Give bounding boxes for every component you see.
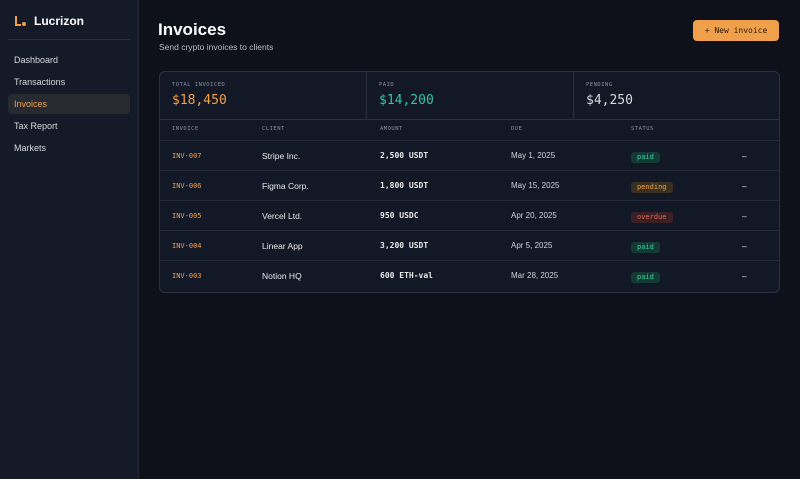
stat-box: PENDING $4,250 [574,72,779,120]
column-header: DUE [511,126,523,132]
row-action[interactable]: – [742,181,747,191]
row-action[interactable]: – [742,211,747,221]
status-pill: pending [631,182,673,193]
status-pill: paid [631,272,660,283]
invoice-row[interactable]: INV-005 Vercel Ltd. 950 USDC Apr 20, 2025 ov… [160,200,779,231]
stat-value: $14,200 [379,93,434,108]
status-pill: paid [631,152,660,163]
nav-item[interactable]: Transactions [14,77,66,87]
logo [15,16,26,26]
amount: 600 ETH-val [380,271,433,280]
invoice-id: INV-003 [172,272,202,280]
row-action[interactable]: – [742,241,747,251]
invoice-id: INV-004 [172,242,202,250]
status-cell: paid [631,261,660,291]
column-header: STATUS [631,126,654,132]
client: Notion HQ [262,271,302,281]
due-date: Apr 20, 2025 [511,211,557,220]
client: Linear App [262,241,303,251]
new-invoice-button[interactable]: + New invoice [693,20,779,41]
brand: Lucrizon [14,12,84,30]
invoice-id: INV-006 [172,182,202,190]
nav-item[interactable]: Dashboard [14,55,59,65]
invoice-row[interactable]: INV-004 Linear App 3,200 USDT Apr 5, 2025 pa… [160,230,779,261]
invoice-card: TOTAL INVOICED $18,450 PAID $14,200 PENDING $… [159,71,780,293]
invoice-row[interactable]: INV-003 Notion HQ 600 ETH-val Mar 28, 2025 p… [160,260,779,291]
stat-value: $4,250 [586,93,633,108]
invoice-row[interactable]: INV-007 Stripe Inc. 2,500 USDT May 1, 2025 p… [160,140,779,171]
amount: 1,800 USDT [380,181,429,190]
column-header: CLIENT [262,126,285,132]
nav-item[interactable]: Tax Report [14,121,58,131]
column-header: INVOICE [172,126,199,132]
sidebar: Lucrizon Dashboard Transactions Invoices… [0,0,139,479]
due-date: Apr 5, 2025 [511,241,553,250]
status-cell: paid [631,141,660,171]
amount: 2,500 USDT [380,151,429,160]
page-title: Invoices [158,20,227,39]
due-date: Mar 28, 2025 [511,271,559,280]
stat-value: $18,450 [172,93,227,108]
status-cell: overdue [631,201,673,231]
row-action[interactable]: – [742,271,747,281]
page-subtitle: Send crypto invoices to clients [159,42,274,52]
due-date: May 1, 2025 [511,151,556,160]
invoice-id: INV-007 [172,152,202,160]
invoice-id: INV-005 [172,212,202,220]
client: Vercel Ltd. [262,211,303,221]
amount: 3,200 USDT [380,241,429,250]
row-action[interactable]: – [742,151,747,161]
status-pill: paid [631,242,660,253]
stat-label: PENDING [586,82,613,88]
status-cell: pending [631,171,673,201]
amount: 950 USDC [380,211,419,220]
invoice-row[interactable]: INV-006 Figma Corp. 1,800 USDT May 15, 2025… [160,170,779,201]
status-cell: paid [631,231,660,261]
nav-item[interactable]: Markets [14,143,47,153]
stat-box: PAID $14,200 [367,72,574,120]
brand-name: Lucrizon [34,14,84,28]
client: Figma Corp. [262,181,309,191]
column-header: AMOUNT [380,126,403,132]
stat-label: PAID [379,82,395,88]
divider [8,39,130,40]
status-pill: overdue [631,212,673,223]
stat-box: TOTAL INVOICED $18,450 [160,72,367,120]
client: Stripe Inc. [262,151,301,161]
stat-label: TOTAL INVOICED [172,82,226,88]
due-date: May 15, 2025 [511,181,560,190]
nav-item[interactable]: Invoices [8,94,130,114]
